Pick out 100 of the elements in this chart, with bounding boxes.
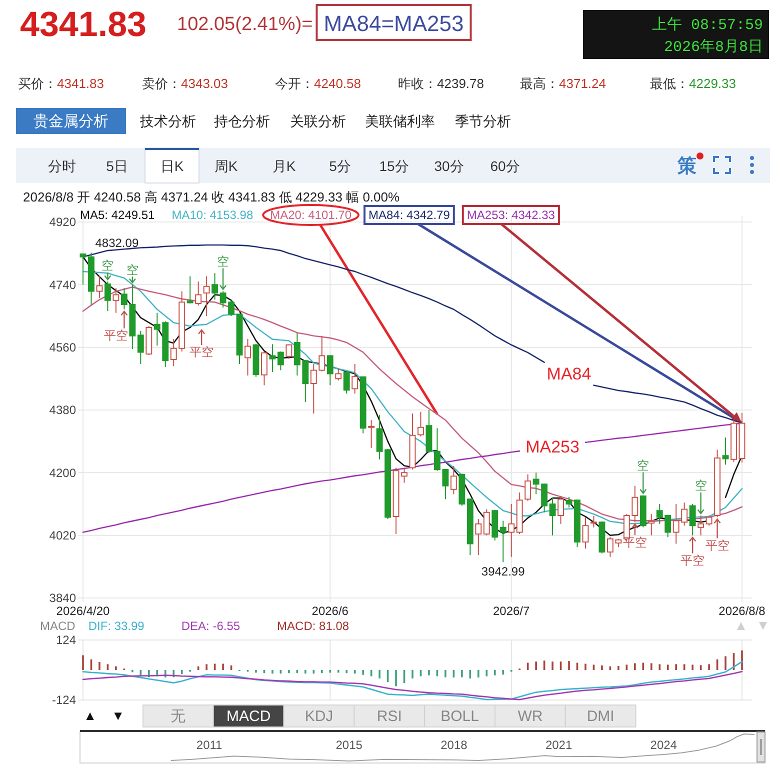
- text: 季节分析: [455, 113, 511, 129]
- annotation: 空: [126, 262, 138, 277]
- line-series: [82, 670, 743, 700]
- x-tick-label: 2026/7: [493, 604, 530, 618]
- text: 卖价：4343.03: [142, 76, 228, 91]
- candlestick: [730, 420, 737, 462]
- candlestick: [426, 410, 432, 454]
- text: 2026年8月8日: [664, 38, 763, 56]
- text: 最高：4371.24: [520, 76, 606, 91]
- text: 日K: [160, 158, 184, 174]
- y-tick-label: 124: [56, 633, 76, 648]
- text: ▲: [84, 708, 96, 724]
- candlestick: [508, 504, 515, 558]
- y-tick-label: 4560: [49, 340, 76, 355]
- text: DMI: [586, 708, 614, 725]
- text: 30分: [434, 158, 464, 174]
- text: MA84=MA253: [324, 11, 464, 36]
- candlestick: [326, 354, 334, 386]
- candlestick: [450, 466, 457, 495]
- candlestick: [286, 344, 292, 360]
- candlestick: [516, 492, 523, 534]
- annotation: MA84: [546, 364, 592, 384]
- candlestick: [706, 514, 712, 526]
- text: KDJ: [304, 708, 334, 725]
- line-series: [82, 661, 743, 700]
- y-tick-label: 4740: [49, 278, 76, 292]
- text: 5日: [106, 158, 128, 174]
- text: 60分: [490, 158, 520, 174]
- candlestick: [368, 420, 375, 448]
- text: 买价：4341.83: [18, 76, 104, 91]
- text: BOLL: [440, 708, 479, 725]
- text: MACD: 81.08: [277, 619, 350, 634]
- candlestick: [236, 313, 243, 365]
- candlestick: [343, 370, 350, 394]
- candlestick: [195, 281, 202, 306]
- candlestick: [335, 368, 342, 381]
- candlestick: [598, 520, 606, 554]
- text: DIF: 33.99: [88, 619, 145, 634]
- text: 15分: [379, 158, 409, 174]
- candlestick: [80, 252, 86, 286]
- text: 月K: [272, 158, 296, 174]
- candlestick: [722, 437, 729, 466]
- annotation: 平空: [622, 535, 647, 550]
- text: MA10: 4153.98: [172, 208, 254, 222]
- candlestick: [203, 276, 210, 316]
- x-tick-label: 2011: [196, 738, 223, 752]
- annotation: 平空: [190, 345, 214, 360]
- text: DEA: -6.55: [181, 619, 240, 634]
- candlestick: [475, 518, 482, 556]
- text: 4341.83: [20, 5, 147, 44]
- candlestick: [261, 351, 268, 386]
- text: 无: [170, 708, 186, 725]
- text: WR: [518, 708, 543, 725]
- annotation: 空: [637, 458, 650, 472]
- candlestick: [212, 272, 218, 300]
- candlestick: [738, 412, 746, 463]
- y-tick-label: 4920: [49, 215, 76, 230]
- x-tick-label: 2015: [336, 738, 363, 752]
- text: 技术分析: [139, 113, 196, 129]
- annotation: 空: [102, 258, 114, 273]
- annotation: 3942.99: [481, 564, 526, 578]
- text: MACD: [226, 708, 271, 725]
- candlestick: [524, 474, 532, 502]
- annotation: MA253: [526, 438, 580, 457]
- candlestick: [392, 467, 400, 534]
- candlestick: [401, 467, 408, 484]
- candlestick: [566, 496, 572, 508]
- candlestick: [146, 326, 152, 356]
- candlestick: [269, 344, 276, 373]
- candlestick: [186, 276, 194, 304]
- y-tick-label: 4020: [49, 528, 76, 543]
- x-tick-label: 2024: [650, 738, 678, 752]
- text: 上午 08:57:59: [652, 16, 763, 34]
- candlestick: [96, 276, 103, 298]
- text: 昨收：4239.78: [398, 76, 484, 91]
- candlestick: [590, 515, 597, 528]
- text: 关联分析: [290, 113, 346, 129]
- chart-title: 2026/8/8 开 4240.58 高 4371.24 收 4341.83 低 4229.33 幅 0.00%: [23, 190, 400, 205]
- x-tick-label: 2026/4/20: [56, 604, 110, 618]
- text: 策: [676, 156, 696, 177]
- x-tick-label: 2026/8/8: [718, 604, 766, 618]
- annotation: 4832.09: [95, 236, 139, 250]
- x-tick-label: 2021: [545, 738, 572, 752]
- candlestick: [714, 449, 721, 518]
- candlestick: [88, 252, 94, 306]
- text: 美联储利率: [365, 113, 435, 129]
- candlestick: [689, 504, 696, 536]
- text: MA5: 4249.51: [80, 208, 156, 222]
- candlestick: [104, 281, 111, 312]
- annotation: 平空: [705, 538, 730, 552]
- text: MA20: 4101.70: [270, 208, 352, 222]
- y-tick-label: 4380: [49, 403, 76, 418]
- candlestick: [582, 516, 589, 550]
- annotation: 空: [694, 478, 707, 493]
- text: 贵金属分析: [34, 113, 108, 130]
- text: 周K: [214, 158, 238, 174]
- text: 5分: [329, 158, 351, 174]
- candlestick: [352, 364, 358, 394]
- candlestick: [360, 376, 366, 434]
- candlestick: [483, 508, 490, 536]
